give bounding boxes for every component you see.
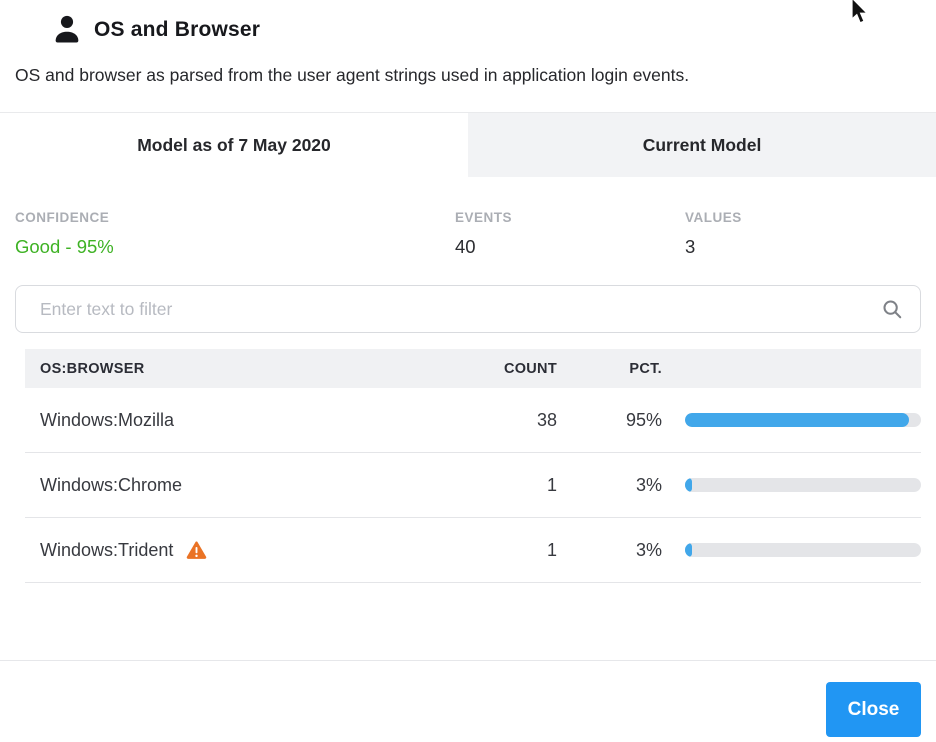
footer-divider <box>0 660 936 661</box>
pct-bar-fill <box>685 413 910 427</box>
table-row: Windows:Trident 1 3% <box>25 518 921 583</box>
description-text: OS and browser as parsed from the user a… <box>15 65 690 85</box>
row-count: 1 <box>546 474 557 495</box>
os-browser-table: OS:BROWSER COUNT PCT. Windows:Mozilla 38… <box>25 349 921 583</box>
filter-container <box>15 285 921 333</box>
search-icon <box>881 298 903 320</box>
tab-label: Current Model <box>642 134 762 155</box>
close-button[interactable]: Close <box>826 682 921 737</box>
stat-values: VALUES 3 <box>685 210 921 258</box>
pct-bar <box>685 413 921 427</box>
tab-label: Model as of 7 May 2020 <box>137 134 331 155</box>
row-name: Windows:Trident <box>40 539 174 560</box>
pct-bar-track <box>685 543 921 557</box>
pct-bar-track <box>685 413 921 427</box>
tab-bar: Model as of 7 May 2020 Current Model <box>0 112 936 177</box>
tab-current-model[interactable]: Current Model <box>468 113 936 177</box>
footer: Close <box>826 682 921 737</box>
stats-row: CONFIDENCE Good - 95% EVENTS 40 VALUES 3 <box>0 177 936 258</box>
pct-bar-fill <box>685 478 693 492</box>
person-icon <box>50 12 86 48</box>
pct-bar <box>685 478 921 492</box>
column-header-os-browser: OS:BROWSER <box>40 360 145 377</box>
row-count: 38 <box>536 409 557 430</box>
column-header-count: COUNT <box>503 360 557 377</box>
pct-bar-track <box>685 478 921 492</box>
row-pct: 3% <box>635 474 662 495</box>
modal-header: OS and Browser OS and browser as parsed … <box>0 0 936 86</box>
tab-model-as-of-date[interactable]: Model as of 7 May 2020 <box>0 113 468 177</box>
stat-label: VALUES <box>685 210 742 225</box>
table-header: OS:BROWSER COUNT PCT. <box>25 349 921 388</box>
row-name: Windows:Chrome <box>40 474 183 495</box>
stat-confidence: CONFIDENCE Good - 95% <box>15 210 455 258</box>
stat-label: CONFIDENCE <box>15 210 110 225</box>
confidence-value: Good - 95% <box>15 236 114 257</box>
table-row: Windows:Mozilla 38 95% <box>25 388 921 453</box>
stat-label: EVENTS <box>455 210 513 225</box>
table-row: Windows:Chrome 1 3% <box>25 453 921 518</box>
page-title: OS and Browser <box>94 18 261 41</box>
stat-events: EVENTS 40 <box>455 210 685 258</box>
values-value: 3 <box>685 236 696 257</box>
pct-bar <box>685 543 921 557</box>
row-count: 1 <box>546 539 557 560</box>
row-pct: 95% <box>625 409 662 430</box>
pct-bar-fill <box>685 543 693 557</box>
events-value: 40 <box>455 236 476 257</box>
row-name: Windows:Mozilla <box>40 409 175 430</box>
filter-input[interactable] <box>15 285 921 333</box>
row-pct: 3% <box>635 539 662 560</box>
column-header-pct: PCT. <box>629 360 662 377</box>
warning-icon <box>186 541 207 560</box>
